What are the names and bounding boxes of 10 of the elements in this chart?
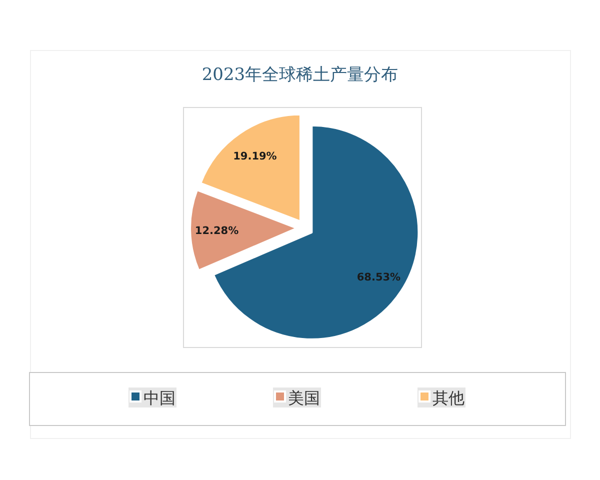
legend-item: 中国: [128, 388, 176, 408]
data-label: 68.53%: [356, 272, 402, 284]
chart-title: 2023年全球稀土产量分布: [202, 65, 398, 85]
legend-item: 美国: [273, 388, 321, 408]
legend-label: 中国: [144, 388, 176, 408]
legend-label: 美国: [288, 388, 320, 408]
legend-item: 其他: [418, 388, 466, 408]
legend-label: 其他: [432, 388, 464, 408]
data-label: 19.19%: [233, 150, 278, 162]
data-label: 12.28%: [194, 224, 240, 237]
